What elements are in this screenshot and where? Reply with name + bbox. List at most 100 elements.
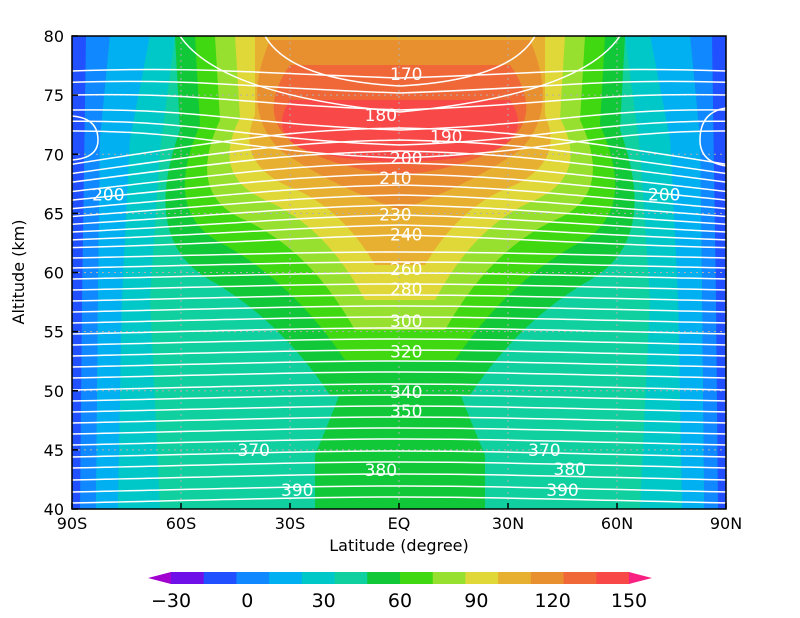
contour-line — [72, 214, 726, 233]
colorbar-swatch — [465, 572, 499, 584]
colorbar-swatch — [498, 572, 532, 584]
contour-line — [72, 194, 726, 218]
contour-value-label: 370 — [237, 441, 269, 461]
colorbar-swatch — [400, 572, 434, 584]
y-tick-label: 65 — [44, 204, 64, 223]
contour-line — [72, 416, 726, 424]
grid — [72, 36, 726, 509]
colorbar-swatch — [596, 572, 630, 584]
contour-line — [72, 120, 726, 146]
contour-line — [72, 371, 726, 379]
colorbar-tick-label: 30 — [312, 590, 336, 612]
contour-line — [72, 251, 726, 259]
x-tick-label: 90S — [57, 514, 88, 533]
contour-line — [72, 496, 726, 504]
contour-value-label: 390 — [546, 481, 578, 501]
colorbar-swatch — [563, 572, 597, 584]
axis-ticks: 90S 60S 30S EQ 30N 60N 90N 40 45 50 55 60 65 70 75 80 — [44, 27, 743, 533]
field-band-red — [282, 100, 518, 162]
y-tick-label: 75 — [44, 86, 64, 105]
contour-line — [72, 224, 726, 241]
y-tick-label: 45 — [44, 441, 64, 460]
x-tick-label: 30N — [492, 514, 524, 533]
colorbar-swatch — [269, 572, 303, 584]
x-tick-label: 60N — [601, 514, 633, 533]
colorbar-tick-label: −30 — [151, 590, 191, 612]
contour-line — [72, 283, 726, 291]
contour-line — [72, 438, 726, 446]
colorbar-swatch — [203, 572, 237, 584]
colorbar-swatch — [236, 572, 270, 584]
contour-value-label: 200 — [648, 185, 680, 205]
contour-line — [72, 204, 726, 226]
y-tick-label: 70 — [44, 145, 64, 164]
contour-line — [72, 294, 726, 302]
colorbar-tick-label: 120 — [535, 590, 571, 612]
contour-line — [72, 150, 726, 183]
colorbar-tick-label: 0 — [241, 590, 253, 612]
contour-line — [72, 450, 726, 458]
contour-line — [72, 427, 726, 435]
colorbar-swatch — [530, 572, 565, 584]
contour-line — [179, 36, 621, 113]
colorbar-tick-label: 150 — [611, 590, 647, 612]
contour-line — [72, 68, 726, 79]
contour-line — [72, 130, 726, 159]
contour-value-label: 210 — [379, 169, 411, 189]
colorbar-swatch — [301, 572, 336, 584]
contour-value-label: 390 — [281, 481, 313, 501]
colorbar-swatch — [367, 572, 401, 584]
contour-line — [72, 394, 726, 402]
contour-value-label: 350 — [390, 402, 422, 422]
contour-line — [72, 485, 726, 493]
plot-area — [72, 36, 726, 509]
contour-line — [264, 36, 536, 87]
contour-value-label: 200 — [390, 149, 422, 169]
colorbar-tick-label: 60 — [388, 590, 412, 612]
colorbar: −30 0 30 60 90 120 150 — [148, 572, 652, 612]
y-tick-label: 60 — [44, 264, 64, 283]
y-tick-label: 80 — [44, 27, 64, 46]
contour-line — [72, 405, 726, 413]
contour-value-label: 370 — [528, 441, 560, 461]
contour-line — [72, 261, 726, 269]
colorbar-tick-label: 90 — [464, 590, 488, 612]
contour-line — [72, 184, 726, 210]
contour-line — [72, 139, 726, 175]
x-tick-label: 30S — [275, 514, 306, 533]
contour-line — [72, 80, 726, 94]
contour-line — [72, 305, 726, 313]
contour-line — [72, 115, 99, 161]
colorbar-swatch — [334, 572, 368, 584]
y-tick-label: 55 — [44, 323, 64, 342]
field-band-green-low — [315, 380, 485, 509]
contour-line — [699, 107, 726, 167]
contour-line — [72, 349, 726, 357]
x-axis-label: Latitude (degree) — [329, 536, 469, 555]
contour-lines — [72, 36, 726, 504]
contour-value-label: 260 — [390, 260, 422, 280]
x-tick-label: 90N — [710, 514, 742, 533]
contour-value-label: 200 — [92, 185, 124, 205]
contour-line — [72, 109, 726, 131]
contour-line — [72, 93, 726, 111]
y-axis-label: Altitude (km) — [9, 220, 28, 325]
contour-value-label: 320 — [390, 343, 422, 363]
colorbar-extend-low — [148, 572, 171, 584]
contour-value-label: 230 — [379, 206, 411, 226]
contour-line — [72, 316, 726, 324]
contour-line — [72, 272, 726, 280]
contour-value-label: 240 — [390, 226, 422, 246]
contour-line — [72, 327, 726, 335]
contour-line — [72, 360, 726, 368]
contour-value-label: 170 — [390, 65, 422, 85]
x-tick-label: 60S — [166, 514, 197, 533]
contour-line — [72, 473, 726, 481]
contour-value-label: 380 — [554, 460, 586, 480]
contour-value-label: 380 — [365, 461, 397, 481]
contour-value-label: 180 — [365, 106, 397, 126]
colorbar-swatch — [432, 572, 466, 584]
contour-line — [72, 173, 726, 201]
